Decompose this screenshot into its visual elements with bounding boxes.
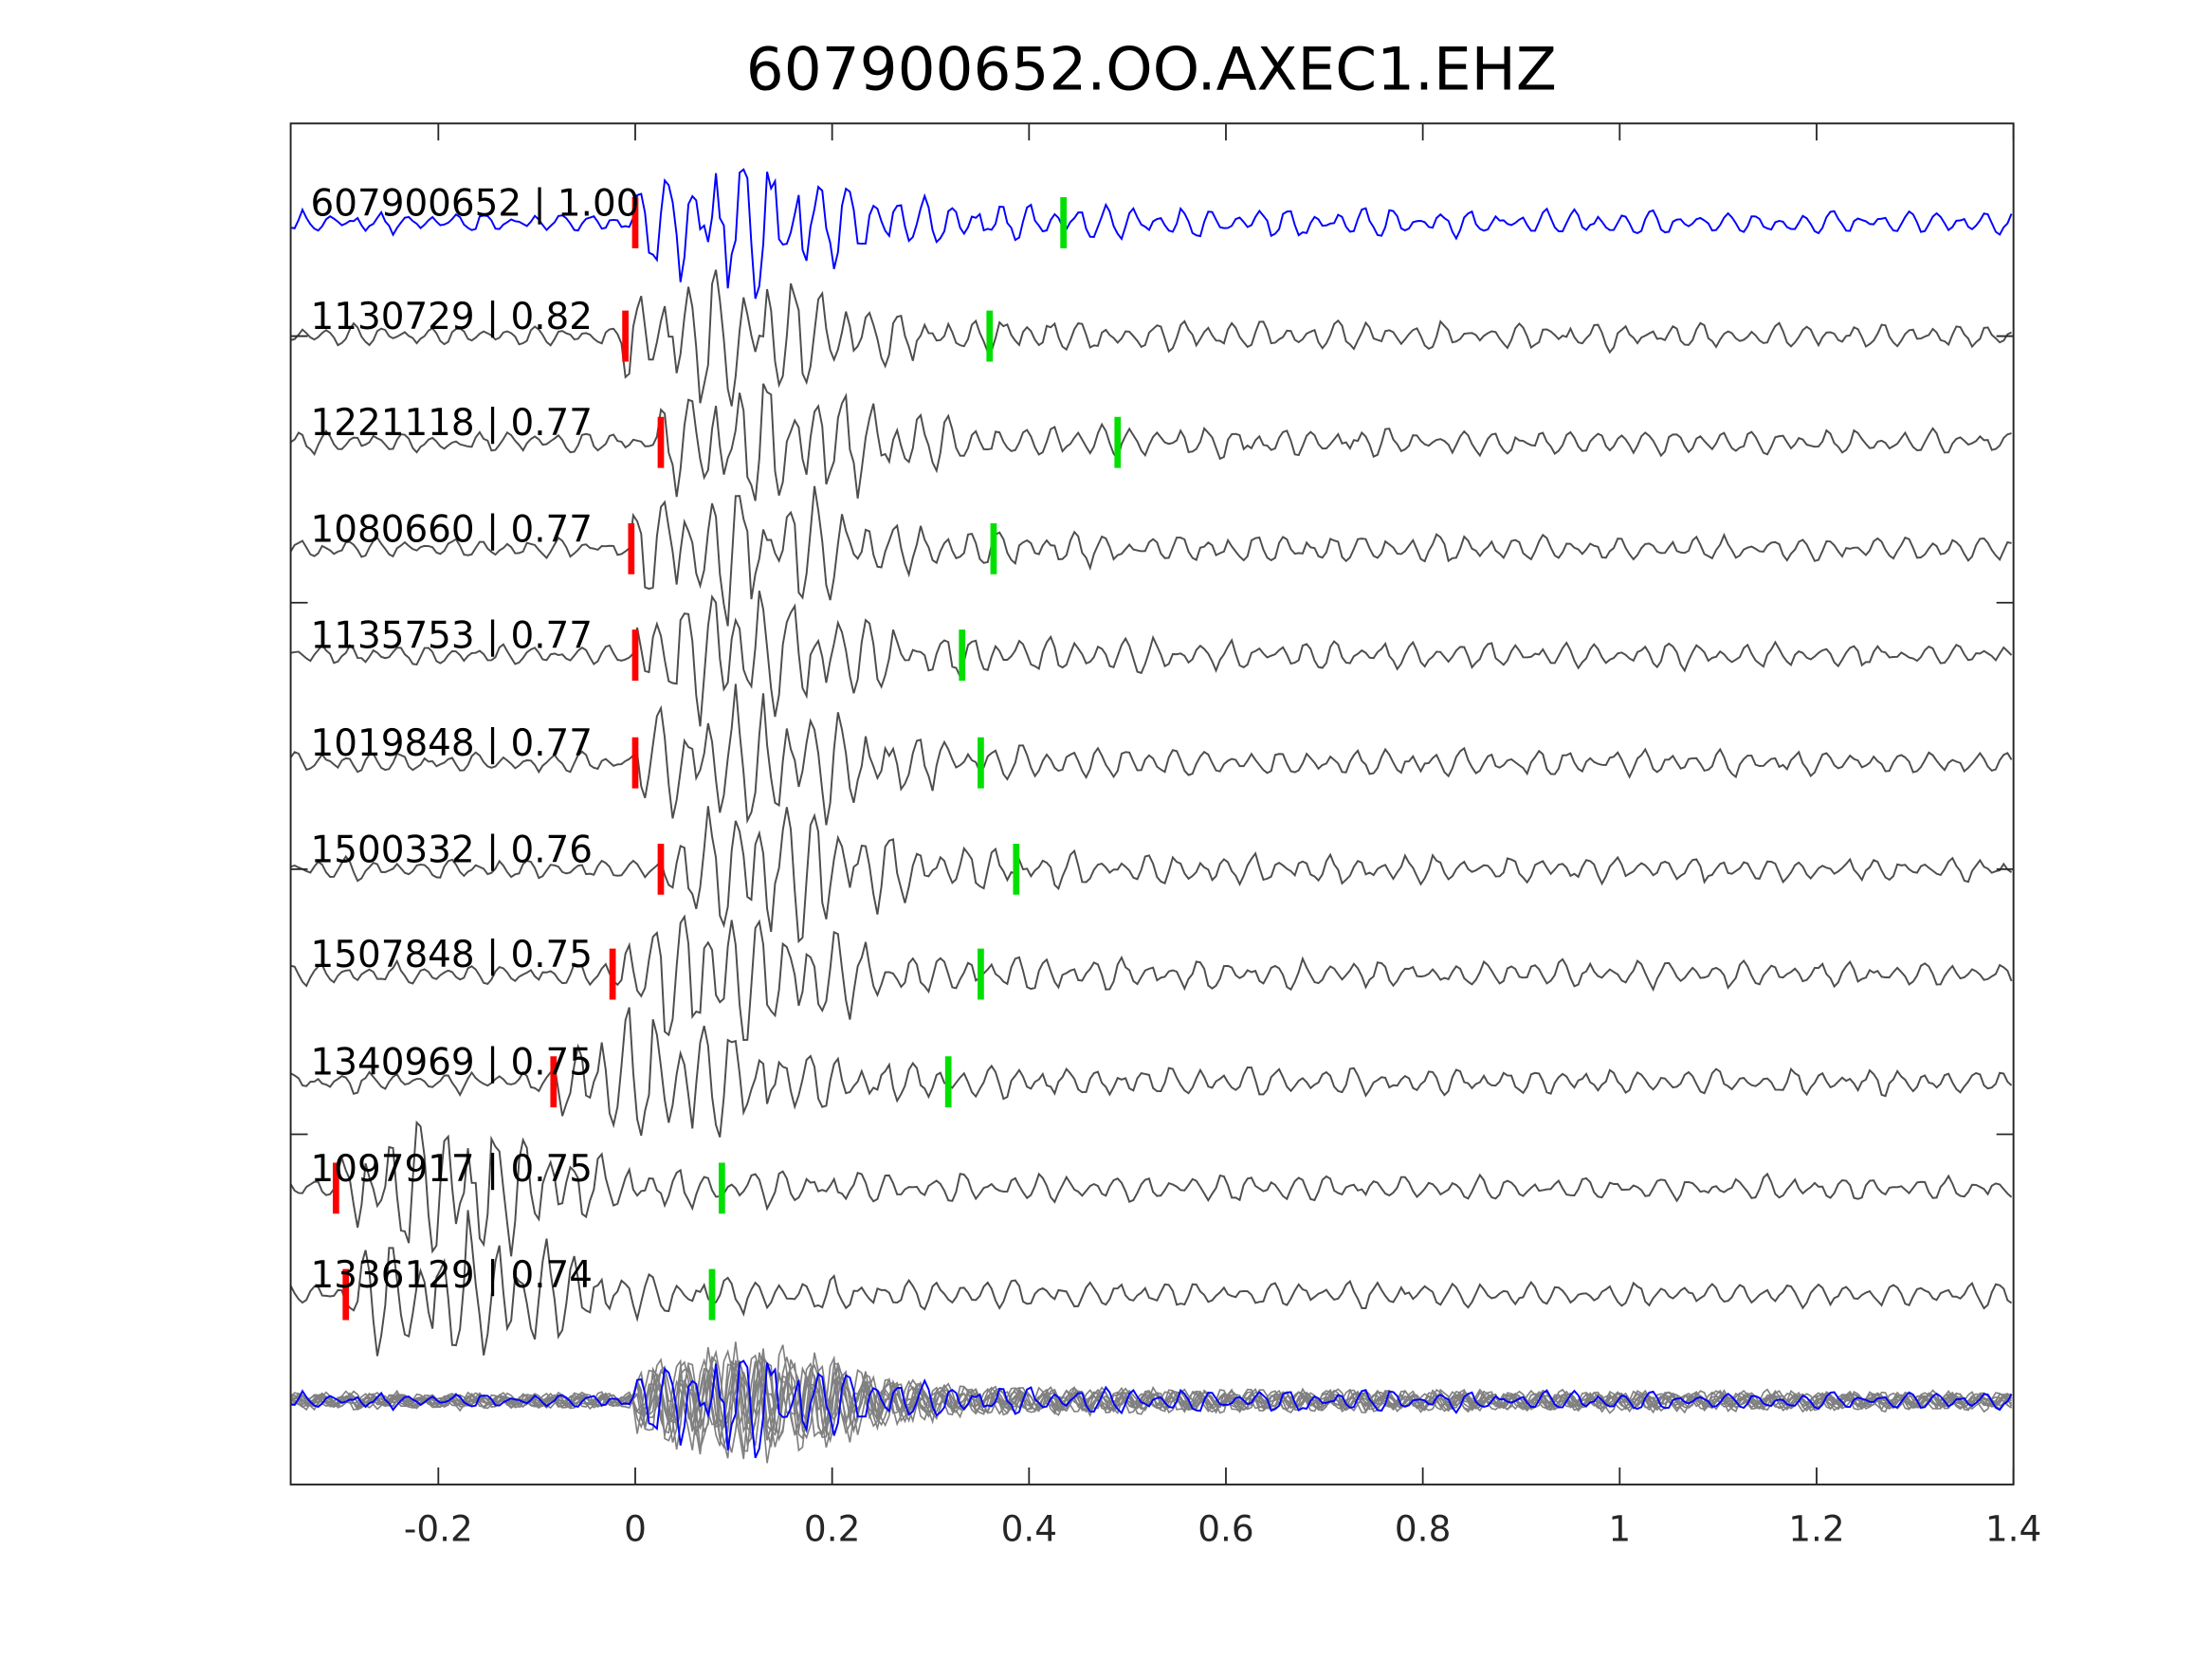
stacked-template-trace <box>290 1359 2013 1459</box>
x-axis: -0.2 0 0.2 0.4 0.6 0.8 1 1.2 1.4 <box>290 123 2041 1550</box>
plot-frame <box>289 122 2015 1486</box>
trace-1221118 <box>290 383 2012 501</box>
trace-label: 1097917 | 0.75 <box>311 1148 594 1191</box>
x-tick-label: 0.6 <box>1197 1508 1253 1550</box>
trace-label: 1500332 | 0.76 <box>311 829 594 871</box>
x-tick-label: 0.2 <box>804 1508 860 1550</box>
trace-label: 1336129 | 0.74 <box>311 1254 594 1297</box>
trace-label: 1507848 | 0.75 <box>311 934 594 976</box>
trace-1130729 <box>290 269 2012 407</box>
x-tick-label: 0.8 <box>1395 1508 1451 1550</box>
trace-1019848 <box>289 684 2013 826</box>
trace-1080660 <box>289 485 2012 627</box>
trace-1340969 <box>290 1007 2013 1138</box>
trace-label: 607900652 | 1.00 <box>311 182 640 225</box>
trace-label: 1340969 | 0.75 <box>311 1042 594 1085</box>
trace-1336129 <box>289 1210 2013 1357</box>
trace-label: 1135753 | 0.77 <box>311 615 594 658</box>
x-tick-label: 1 <box>1608 1508 1631 1550</box>
x-tick-label: 1.2 <box>1788 1508 1844 1550</box>
trace-label: 1080660 | 0.77 <box>311 508 594 551</box>
trace-label: 1130729 | 0.82 <box>311 296 594 338</box>
x-tick-label: 1.4 <box>1985 1508 2041 1550</box>
trace-1507848 <box>290 914 2013 1042</box>
trace-1097917 <box>289 1120 2013 1257</box>
trace-label: 1221118 | 0.77 <box>311 402 594 445</box>
trace-1500332 <box>290 806 2013 944</box>
chart-title: 607900652.OO.AXEC1.EHZ <box>746 34 1557 103</box>
traces-layer <box>289 168 2013 1357</box>
trace-label: 1019848 | 0.77 <box>311 722 594 765</box>
x-tick-label: -0.2 <box>404 1508 473 1550</box>
trace-1135753 <box>290 590 2013 727</box>
stack-layer <box>289 1341 2013 1464</box>
trace-labels: 607900652 | 1.00 1130729 | 0.82 1221118 | … <box>311 182 640 1297</box>
x-tick-label: 0 <box>624 1508 647 1550</box>
x-tick-label: 0.4 <box>1001 1508 1057 1550</box>
trace-607900652 <box>290 168 2013 300</box>
